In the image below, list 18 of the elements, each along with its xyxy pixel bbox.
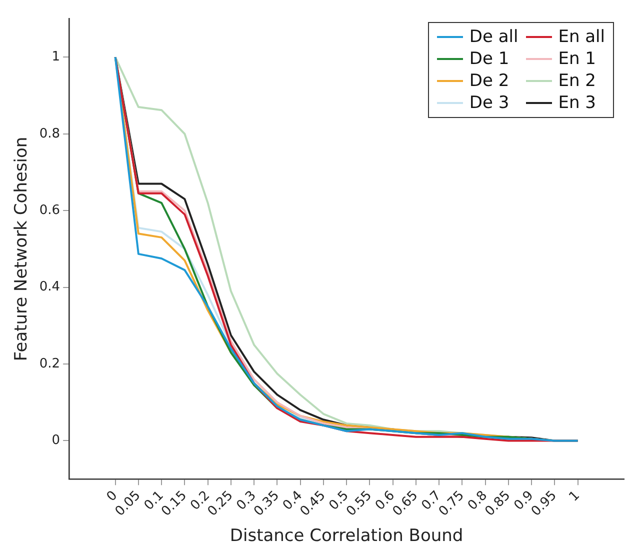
legend-label: En 3 — [558, 93, 596, 113]
x-tick-label: 1 — [566, 488, 583, 505]
y-tick-label: 0.2 — [39, 356, 60, 372]
y-tick-label: 0.6 — [39, 202, 60, 218]
y-tick-label: 0.8 — [39, 126, 60, 142]
legend-label: De all — [469, 27, 518, 47]
legend-label: En 1 — [558, 49, 596, 69]
y-tick-label: 0.4 — [39, 280, 60, 295]
legend-label: De 2 — [469, 71, 510, 91]
legend-label: En 2 — [558, 71, 596, 91]
legend-label: En all — [558, 27, 605, 47]
legend-label: De 3 — [469, 93, 510, 113]
x-axis-title: Distance Correlation Bound — [230, 526, 464, 546]
legend-label: De 1 — [469, 49, 510, 69]
x-tick-label: 0 — [104, 488, 121, 505]
y-tick-label: 0 — [52, 433, 60, 448]
y-axis-title: Feature Network Cohesion — [12, 136, 32, 362]
y-tick-label: 1 — [52, 50, 60, 65]
